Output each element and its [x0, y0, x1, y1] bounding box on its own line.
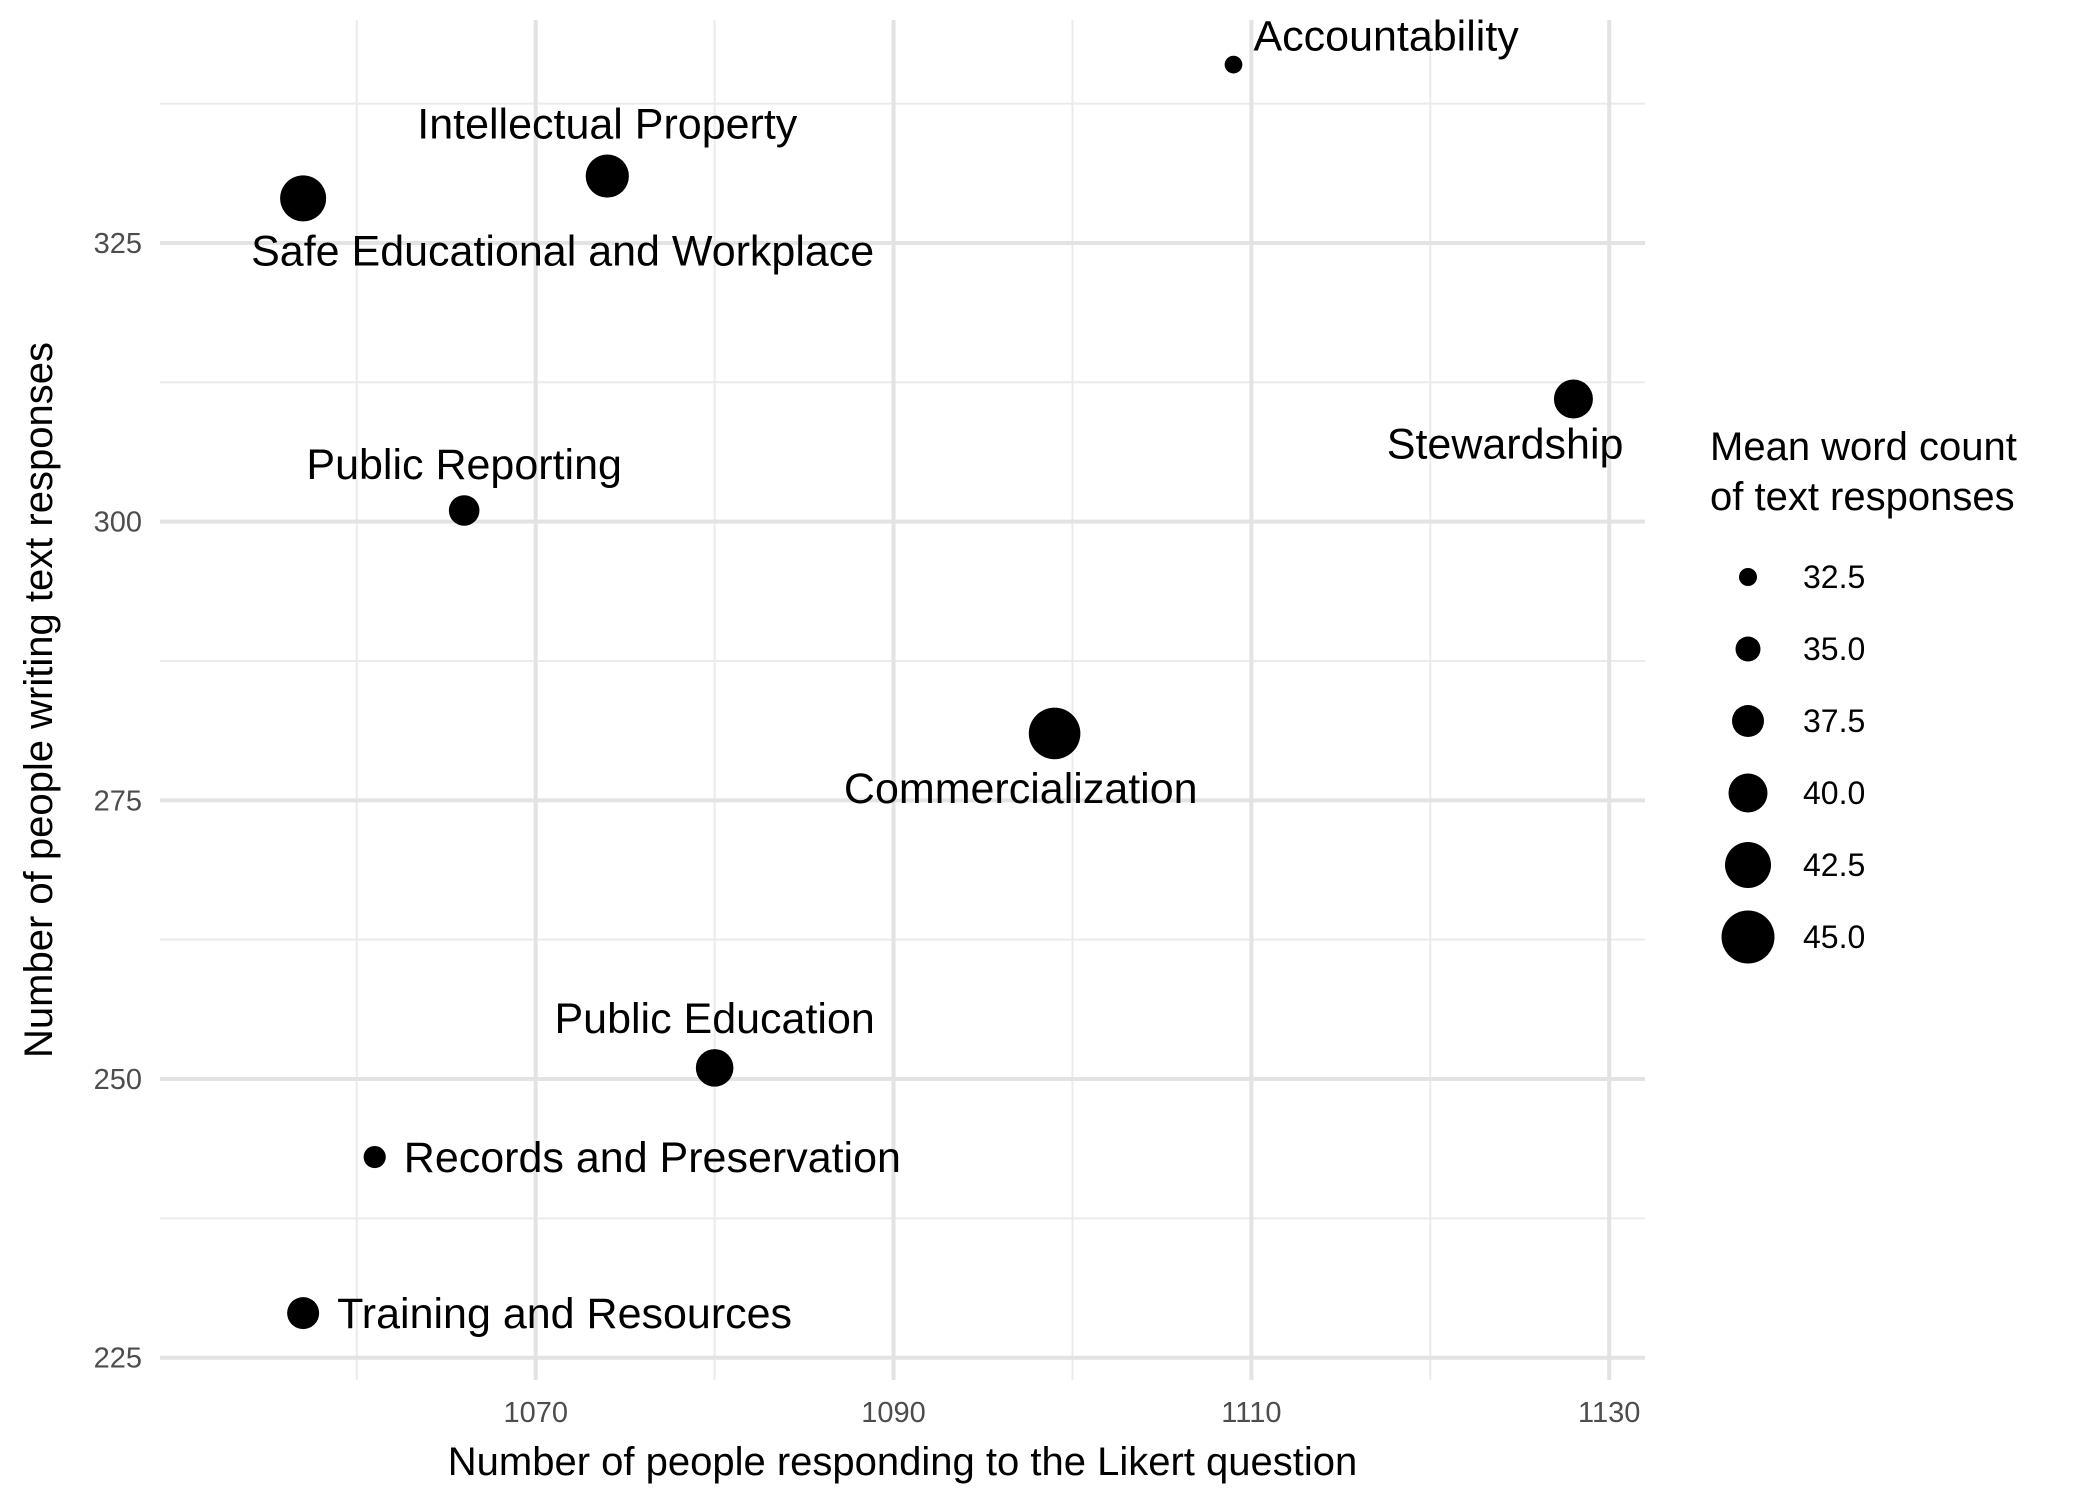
y-tick-label: 275	[94, 785, 142, 817]
legend-key	[1721, 910, 1775, 964]
point-label: Records and Preservation	[404, 1134, 901, 1182]
data-point	[287, 1297, 320, 1330]
legend-key	[1725, 842, 1771, 888]
x-axis-title: Number of people responding to the Liker…	[448, 1440, 1357, 1484]
data-point	[1553, 379, 1593, 419]
legend-label: 42.5	[1803, 847, 1865, 883]
data-point	[363, 1145, 386, 1169]
point-label: Public Education	[554, 995, 874, 1043]
y-tick-label: 225	[94, 1343, 142, 1375]
legend-label: 45.0	[1803, 919, 1865, 955]
data-point	[1224, 55, 1243, 74]
data-point	[695, 1049, 734, 1087]
point-label: Safe Educational and Workplace	[251, 227, 874, 275]
y-axis-title: Number of people writing text responses	[17, 342, 61, 1058]
x-tick-label: 1090	[861, 1397, 926, 1429]
legend-title: Mean word count	[1710, 425, 2017, 469]
point-label: Intellectual Property	[417, 100, 798, 148]
y-tick-label: 300	[94, 507, 142, 539]
point-label: Accountability	[1253, 13, 1519, 61]
grid-minor	[160, 20, 1645, 1380]
legend-label: 37.5	[1803, 703, 1865, 739]
grid-major	[160, 20, 1645, 1380]
point-label: Stewardship	[1387, 421, 1624, 469]
size-legend: Mean word count of text responses 32.5 35.0…	[1710, 425, 2017, 964]
x-tick-label: 1110	[1221, 1397, 1281, 1429]
legend-key	[1728, 773, 1768, 813]
data-point	[585, 154, 629, 198]
legend-key	[1739, 568, 1757, 586]
x-tick-labels: 1070 1090 1110 1130	[503, 1397, 1640, 1429]
legend-label: 40.0	[1803, 775, 1865, 811]
legend-title: of text responses	[1710, 475, 2015, 519]
point-label: Commercialization	[844, 765, 1198, 813]
y-tick-labels: 225 250 275 300 325	[94, 228, 142, 1375]
data-point	[1028, 707, 1081, 760]
point-label: Training and Resources	[337, 1290, 792, 1338]
legend-label: 32.5	[1803, 559, 1865, 595]
y-tick-label: 325	[94, 228, 142, 260]
legend-label: 35.0	[1803, 631, 1865, 667]
data-points	[280, 55, 1593, 1330]
data-point	[448, 495, 480, 526]
x-tick-label: 1070	[503, 1397, 568, 1429]
point-labels: Accountability Intellectual Property Safe …	[251, 13, 1623, 1339]
legend-key	[1735, 636, 1761, 662]
legend-key	[1732, 705, 1764, 737]
data-point	[280, 175, 327, 222]
point-label: Public Reporting	[306, 441, 622, 489]
y-tick-label: 250	[94, 1064, 142, 1096]
x-tick-label: 1130	[1578, 1397, 1640, 1429]
